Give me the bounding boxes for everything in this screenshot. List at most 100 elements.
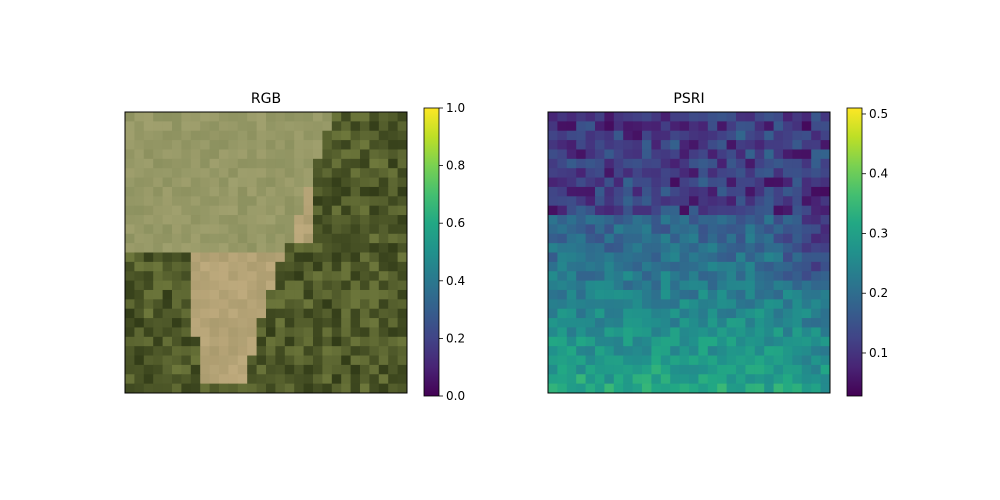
psri-pixel bbox=[660, 383, 671, 394]
psri-pixel bbox=[576, 280, 587, 291]
rgb-pixel bbox=[303, 383, 314, 394]
rgb-pixel bbox=[219, 215, 229, 225]
rgb-pixel bbox=[143, 271, 154, 282]
rgb-pixel bbox=[200, 364, 211, 375]
rgb-pixel bbox=[162, 383, 173, 394]
rgb-pixel bbox=[369, 112, 380, 122]
psri-pixel bbox=[604, 186, 615, 197]
rgb-pixel bbox=[322, 327, 333, 338]
psri-pixel bbox=[698, 196, 709, 207]
rgb-pixel bbox=[228, 383, 239, 394]
rgb-pixel bbox=[134, 243, 145, 253]
rgb-pixel bbox=[190, 261, 201, 272]
psri-pixel bbox=[557, 205, 568, 216]
psri-pixel bbox=[604, 130, 615, 141]
rgb-pixel bbox=[200, 121, 211, 132]
psri-pixel bbox=[820, 318, 831, 328]
rgb-pixel bbox=[209, 112, 220, 122]
rgb-pixel bbox=[313, 336, 323, 347]
rgb-pixel bbox=[237, 233, 248, 244]
psri-pixel bbox=[736, 243, 746, 253]
rgb-pixel bbox=[200, 215, 211, 225]
rgb-pixel bbox=[275, 243, 286, 253]
psri-pixel bbox=[642, 299, 652, 310]
psri-pixel bbox=[783, 149, 793, 160]
rgb-pixel bbox=[247, 299, 258, 310]
rgb-pixel bbox=[209, 224, 220, 235]
rgb-pixel bbox=[256, 121, 267, 132]
rgb-pixel bbox=[350, 261, 361, 272]
rgb-pixel bbox=[162, 364, 173, 375]
psri-pixel bbox=[717, 121, 728, 132]
rgb-pixel bbox=[190, 205, 201, 216]
psri-pixel bbox=[604, 158, 615, 169]
rgb-pixel bbox=[162, 289, 173, 300]
psri-pixel bbox=[651, 355, 662, 366]
psri-pixel bbox=[576, 318, 587, 328]
rgb-pixel bbox=[209, 299, 220, 310]
psri-pixel bbox=[689, 271, 699, 282]
psri-pixel bbox=[632, 243, 643, 253]
rgb-pixel bbox=[228, 318, 239, 328]
rgb-pixel bbox=[172, 299, 182, 310]
psri-pixel bbox=[660, 215, 671, 225]
psri-pixel bbox=[754, 130, 765, 141]
rgb-pixel bbox=[209, 130, 220, 141]
rgb-pixel bbox=[256, 168, 267, 179]
psri-pixel bbox=[726, 252, 737, 263]
psri-pixel bbox=[679, 243, 690, 253]
rgb-pixel bbox=[294, 280, 305, 291]
rgb-pixel bbox=[181, 318, 192, 328]
rgb-pixel bbox=[378, 168, 389, 179]
rgb-pixel bbox=[322, 299, 333, 310]
psri-pixel bbox=[811, 168, 822, 179]
rgb-pixel bbox=[388, 196, 399, 207]
psri-pixel bbox=[736, 233, 746, 244]
psri-pixel bbox=[736, 271, 746, 282]
psri-pixel bbox=[623, 224, 634, 235]
rgb-pixel bbox=[228, 121, 239, 132]
psri-pixel bbox=[820, 112, 831, 122]
psri-pixel bbox=[773, 196, 784, 207]
rgb-pixel bbox=[247, 121, 258, 132]
rgb-pixel bbox=[331, 308, 342, 319]
rgb-pixel bbox=[172, 149, 182, 160]
rgb-pixel bbox=[200, 308, 211, 319]
rgb-pixel bbox=[369, 252, 380, 263]
psri-pixel bbox=[698, 336, 709, 347]
rgb-pixel bbox=[341, 252, 352, 263]
psri-pixel bbox=[707, 140, 718, 150]
psri-pixel bbox=[642, 318, 652, 328]
psri-pixel bbox=[585, 205, 596, 216]
psri-pixel bbox=[651, 215, 662, 225]
psri-pixel bbox=[801, 158, 812, 169]
rgb-pixel bbox=[322, 346, 333, 357]
psri-pixel bbox=[613, 140, 624, 150]
psri-pixel bbox=[679, 327, 690, 338]
rgb-pixel bbox=[294, 327, 305, 338]
psri-pixel bbox=[632, 299, 643, 310]
psri-pixel bbox=[820, 224, 831, 235]
rgb-pixel bbox=[284, 261, 295, 272]
rgb-pixel bbox=[331, 130, 342, 141]
rgb-pixel bbox=[153, 112, 164, 122]
psri-pixel bbox=[557, 158, 568, 169]
psri-pixel bbox=[548, 271, 558, 282]
rgb-pixel bbox=[162, 336, 173, 347]
rgb-pixel bbox=[237, 121, 248, 132]
rgb-pixel bbox=[134, 327, 145, 338]
rgb-pixel bbox=[275, 336, 286, 347]
psri-pixel bbox=[679, 280, 690, 291]
rgb-pixel bbox=[350, 280, 361, 291]
rgb-pixel bbox=[266, 383, 276, 394]
rgb-pixel bbox=[275, 140, 286, 150]
rgb-pixel bbox=[190, 243, 201, 253]
psri-pixel bbox=[745, 224, 756, 235]
psri-pixel bbox=[604, 280, 615, 291]
rgb-pixel bbox=[172, 186, 182, 197]
rgb-pixel bbox=[228, 271, 239, 282]
rgb-pixel bbox=[331, 346, 342, 357]
rgb-pixel bbox=[190, 308, 201, 319]
rgb-pixel bbox=[162, 121, 173, 132]
